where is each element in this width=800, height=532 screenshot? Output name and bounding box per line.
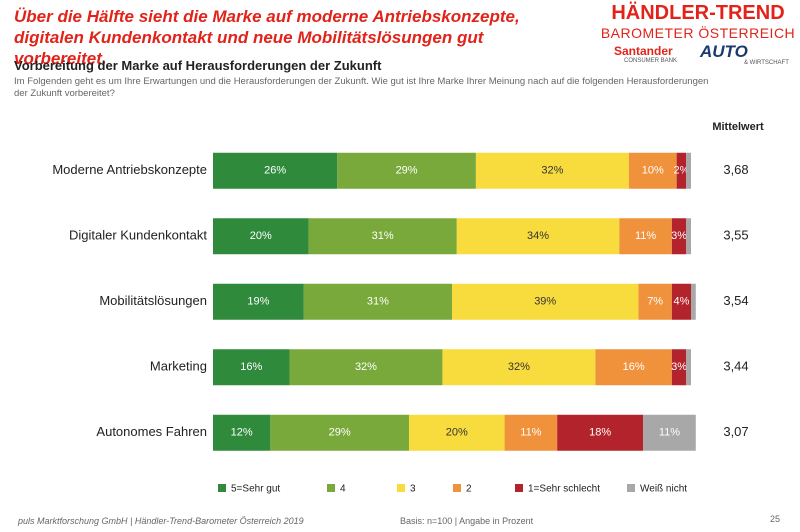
bar-segment: [408, 414, 505, 451]
value-label: 16%: [240, 361, 262, 373]
value-label: 12%: [231, 427, 253, 439]
legend-swatch: [453, 484, 461, 492]
value-label: 26%: [264, 165, 286, 177]
bar-segment: [213, 218, 309, 255]
footer-basis: Basis: n=100 | Angabe in Prozent: [400, 516, 534, 526]
value-label: 3%: [671, 361, 687, 373]
legend-swatch: [327, 484, 335, 492]
chart-subtitle: Im Folgenden geht es um Ihre Erwartungen…: [14, 76, 709, 99]
value-label: 34%: [527, 230, 549, 242]
value-label: 11%: [635, 230, 656, 242]
bar-segment: [557, 414, 644, 451]
bar-segment: [628, 152, 677, 189]
bar-segment: [595, 349, 672, 386]
bar-segment: [686, 218, 691, 255]
page-number: 25: [770, 514, 781, 524]
chart-title: Vorbereitung der Marke auf Herausforderu…: [14, 58, 382, 73]
bar-segment: [213, 349, 290, 386]
bar-segment: [638, 283, 672, 320]
bar-segment: [686, 152, 691, 189]
bar-segment: [452, 283, 639, 320]
bar-segment: [303, 283, 452, 320]
mean-value: 3,54: [723, 293, 748, 308]
value-label: 32%: [541, 165, 563, 177]
bar-segment: [686, 349, 691, 386]
bar-segment: [308, 218, 457, 255]
mean-value: 3,55: [723, 228, 748, 243]
value-label: 20%: [446, 427, 468, 439]
value-label: 4%: [673, 296, 689, 308]
bar-segment: [442, 349, 596, 386]
bar-segment: [504, 414, 558, 451]
bar-segment: [456, 218, 620, 255]
legend-label: 1=Sehr schlecht: [528, 484, 600, 495]
value-label: 2%: [673, 165, 689, 177]
value-label: 7%: [647, 296, 663, 308]
bar-segment: [671, 349, 687, 386]
partner-sub: & WIRTSCHAFT: [744, 60, 789, 66]
legend-label: 4: [340, 484, 346, 495]
legend-swatch: [515, 484, 523, 492]
legend-label: 2: [466, 484, 472, 495]
value-label: 11%: [659, 427, 680, 439]
bar-segment: [643, 414, 696, 451]
value-label: 19%: [247, 296, 269, 308]
mean-value: 3,68: [723, 162, 748, 177]
sponsor-sub: CONSUMER BANK: [624, 58, 678, 64]
category-label: Moderne Antriebskonzepte: [52, 162, 207, 177]
category-label: Marketing: [150, 359, 207, 374]
bar-segment: [671, 283, 691, 320]
value-label: 32%: [355, 361, 377, 373]
partner-logo: AUTO: [700, 42, 748, 61]
value-label: 29%: [329, 427, 351, 439]
headline: Über die Hälfte sieht die Marke auf mode…: [14, 7, 520, 68]
category-label: Autonomes Fahren: [96, 424, 207, 439]
value-label: 10%: [642, 165, 664, 177]
category-label: Mobilitätslösungen: [99, 293, 207, 308]
value-label: 20%: [250, 230, 272, 242]
logo-title: HÄNDLER-TREND: [611, 2, 785, 24]
bar-segment: [270, 414, 409, 451]
category-label: Digitaler Kundenkontakt: [69, 228, 207, 243]
bar-segment: [337, 152, 476, 189]
sponsor-logo: Santander: [614, 44, 673, 58]
footer-source: puls Marktforschung GmbH | Händler-Trend…: [18, 516, 304, 526]
value-label: 31%: [372, 230, 394, 242]
mean-value: 3,44: [723, 359, 748, 374]
logo-subtitle: BAROMETER ÖSTERREICH: [600, 25, 796, 41]
mean-header: Mittelwert: [712, 121, 764, 133]
value-label: 11%: [520, 427, 541, 439]
bar-segment: [676, 152, 687, 189]
bar-segment: [213, 414, 271, 451]
bar-segment: [691, 283, 696, 320]
bar-segment: [213, 152, 338, 189]
legend-label: 3: [410, 484, 416, 495]
legend-swatch: [218, 484, 226, 492]
value-label: 39%: [534, 296, 556, 308]
value-label: 32%: [508, 361, 530, 373]
bar-segment: [213, 283, 304, 320]
bar-segment: [619, 218, 672, 255]
value-label: 3%: [671, 230, 687, 242]
value-label: 18%: [589, 427, 611, 439]
bar-segment: [671, 218, 687, 255]
legend-swatch: [627, 484, 635, 492]
legend-label: Weiß nicht: [640, 484, 687, 495]
bar-segment: [475, 152, 629, 189]
bar-segment: [289, 349, 443, 386]
legend-swatch: [397, 484, 405, 492]
value-label: 29%: [396, 165, 418, 177]
mean-value: 3,07: [723, 424, 748, 439]
value-label: 16%: [623, 361, 645, 373]
legend-label: 5=Sehr gut: [231, 484, 280, 495]
value-label: 31%: [367, 296, 389, 308]
